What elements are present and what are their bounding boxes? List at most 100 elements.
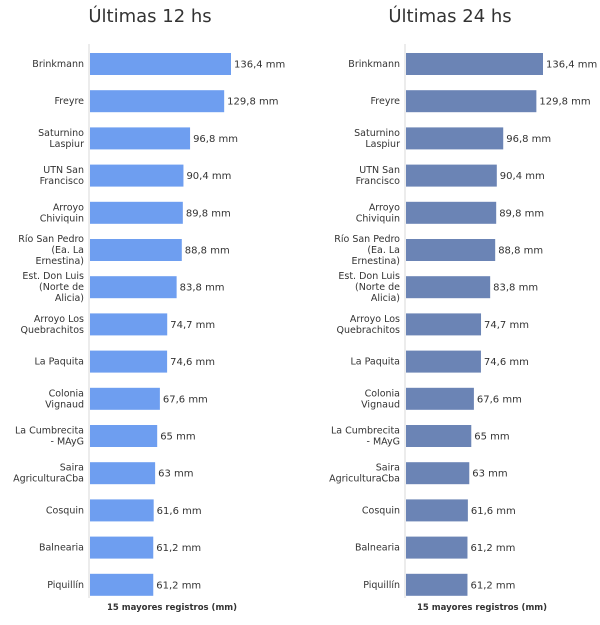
category-label: Cosquin bbox=[46, 505, 84, 516]
category-label: Río San Pedro bbox=[334, 234, 400, 245]
category-label: Chiviquin bbox=[40, 213, 84, 224]
data-label: 129,8 mm bbox=[539, 97, 590, 108]
category-label: Quebrachitos bbox=[21, 325, 85, 336]
data-label: 65 mm bbox=[160, 432, 195, 443]
data-label: 61,2 mm bbox=[156, 580, 201, 591]
category-label: La Paquita bbox=[351, 357, 401, 368]
data-label: 61,2 mm bbox=[470, 543, 515, 554]
bar bbox=[406, 462, 470, 485]
bar-chart-12h: 136,4 mm Brinkmann 129,8 mm Freyre 96,8 mm Sa… bbox=[13, 44, 285, 598]
bar bbox=[406, 127, 504, 150]
bar bbox=[406, 90, 537, 113]
bar bbox=[90, 276, 177, 299]
data-label: 83,8 mm bbox=[180, 283, 225, 294]
category-label: AgriculturaCba bbox=[13, 474, 84, 485]
category-label: Cosquin bbox=[362, 505, 400, 516]
category-label: Brinkmann bbox=[32, 59, 84, 70]
category-label: Quebrachitos bbox=[337, 325, 401, 336]
category-label: La Paquita bbox=[35, 357, 85, 368]
category-label: Francisco bbox=[40, 176, 85, 187]
axis-label: 15 mayores registros (mm) bbox=[106, 603, 238, 613]
chart-12h-panel: Últimas 12 hs 136,4 mm Brinkmann 129,8 mm F… bbox=[13, 6, 285, 613]
category-label: Saira bbox=[376, 463, 400, 474]
category-label: Saira bbox=[60, 463, 84, 474]
bar bbox=[90, 462, 156, 485]
data-label: 136,4 mm bbox=[234, 60, 285, 71]
category-label: Río San Pedro bbox=[18, 234, 84, 245]
category-label: Laspiur bbox=[365, 139, 400, 150]
bar bbox=[406, 573, 468, 596]
category-label: UTN San bbox=[43, 165, 84, 176]
bar bbox=[90, 53, 231, 75]
data-label: 61,6 mm bbox=[471, 506, 516, 517]
data-label: 96,8 mm bbox=[506, 134, 551, 145]
chart-title: Últimas 24 hs bbox=[388, 6, 512, 27]
data-label: 88,8 mm bbox=[185, 246, 230, 257]
bar bbox=[90, 127, 191, 150]
category-label: Brinkmann bbox=[348, 59, 400, 70]
category-label: Freyre bbox=[371, 96, 401, 107]
bar bbox=[406, 536, 468, 559]
data-label: 129,8 mm bbox=[227, 97, 278, 108]
bar bbox=[90, 499, 154, 522]
chart-24h-panel: Últimas 24 hs 136,4 mm Brinkmann 129,8 mm F… bbox=[300, 0, 600, 625]
bar bbox=[90, 90, 225, 113]
bar bbox=[406, 387, 474, 410]
bar bbox=[406, 350, 481, 373]
category-label: La Cumbrecita bbox=[15, 426, 84, 437]
category-label: - MAyG bbox=[367, 437, 400, 448]
data-label: 90,4 mm bbox=[500, 171, 545, 182]
bar bbox=[90, 425, 158, 447]
category-label: Piquillín bbox=[47, 580, 84, 591]
bar-chart-24h: 136,4 mm Brinkmann 129,8 mm Freyre 96,8 mm Sa… bbox=[329, 44, 597, 598]
category-label: Arroyo Los bbox=[34, 314, 84, 325]
category-label: Freyre bbox=[55, 96, 85, 107]
data-label: 63 mm bbox=[472, 469, 507, 480]
data-label: 88,8 mm bbox=[498, 246, 543, 257]
bar bbox=[406, 499, 468, 522]
data-label: 67,6 mm bbox=[163, 394, 208, 405]
data-label: 61,2 mm bbox=[156, 543, 201, 554]
category-label: Laspiur bbox=[49, 139, 84, 150]
category-label: (Norte de bbox=[39, 282, 84, 293]
bar bbox=[90, 573, 154, 596]
category-label: Alicia) bbox=[55, 293, 84, 304]
category-label: Arroyo bbox=[53, 202, 84, 213]
category-label: (Norte de bbox=[355, 282, 400, 293]
bar bbox=[90, 164, 184, 187]
data-label: 74,7 mm bbox=[170, 320, 215, 331]
data-label: 74,6 mm bbox=[170, 357, 215, 368]
bar bbox=[90, 536, 154, 559]
category-label: Colonia bbox=[49, 388, 84, 399]
bar bbox=[90, 239, 182, 261]
category-label: Vignaud bbox=[361, 399, 400, 410]
bar bbox=[406, 313, 482, 336]
category-label: Balnearia bbox=[355, 543, 400, 554]
category-label: Chiviquin bbox=[356, 213, 400, 224]
bar bbox=[406, 276, 491, 299]
category-label: Ernestina) bbox=[36, 256, 84, 267]
bar bbox=[90, 350, 168, 373]
category-label: Vignaud bbox=[45, 399, 84, 410]
data-label: 89,8 mm bbox=[499, 208, 544, 219]
category-label: Est. Don Luis bbox=[338, 271, 400, 282]
bar bbox=[90, 387, 160, 410]
data-label: 90,4 mm bbox=[186, 171, 231, 182]
bar bbox=[406, 164, 497, 187]
data-label: 61,6 mm bbox=[157, 506, 202, 517]
category-label: Piquillín bbox=[363, 580, 400, 591]
data-label: 61,2 mm bbox=[470, 580, 515, 591]
category-label: (Ea. La bbox=[51, 245, 84, 256]
data-label: 83,8 mm bbox=[493, 283, 538, 294]
category-label: Ernestina) bbox=[352, 256, 400, 267]
category-label: Francisco bbox=[356, 176, 401, 187]
data-label: 63 mm bbox=[158, 469, 193, 480]
chart-title: Últimas 12 hs bbox=[88, 6, 212, 27]
data-label: 136,4 mm bbox=[546, 60, 597, 71]
category-label: Arroyo bbox=[369, 202, 400, 213]
data-label: 96,8 mm bbox=[193, 134, 238, 145]
data-label: 65 mm bbox=[474, 432, 509, 443]
category-label: La Cumbrecita bbox=[331, 426, 400, 437]
data-label: 74,7 mm bbox=[484, 320, 529, 331]
category-label: Saturnino bbox=[354, 128, 400, 139]
